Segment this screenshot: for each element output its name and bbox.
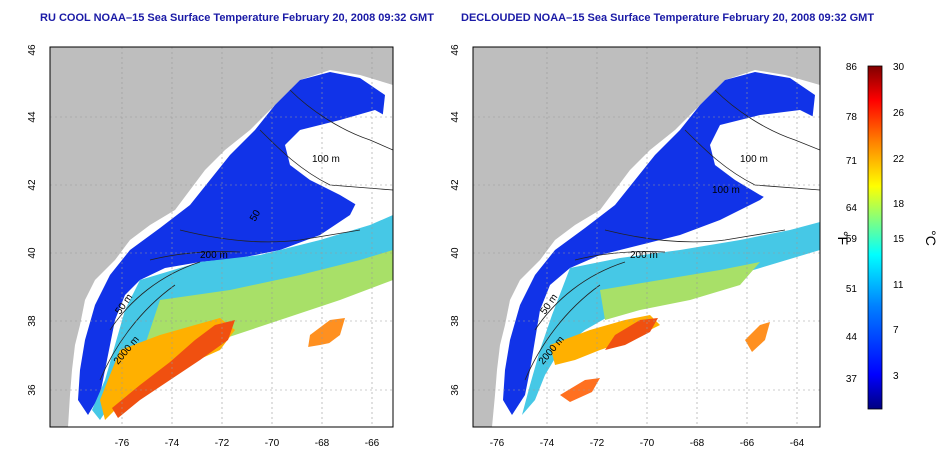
y-axis-ticks: 36 38 40 42 44 46 bbox=[450, 44, 461, 396]
celsius-unit: °C bbox=[923, 230, 939, 246]
celsius-labels: 30 26 22 18 15 11 7 3 bbox=[893, 62, 905, 382]
contour-label-100m: 100 m bbox=[740, 154, 768, 165]
f-label: 59 bbox=[846, 234, 858, 245]
x-tick: -68 bbox=[690, 438, 705, 449]
colorbar-gradient bbox=[867, 65, 883, 410]
graticule bbox=[473, 47, 820, 427]
c-label: 15 bbox=[893, 234, 905, 245]
warm-eddy bbox=[745, 322, 770, 352]
fahrenheit-labels: 86 78 71 64 59 51 44 37 bbox=[846, 62, 858, 385]
graticule bbox=[50, 47, 393, 427]
right-map: 100 m 200 m 50 m 2000 m 100 m -76 -74 -7… bbox=[450, 44, 821, 449]
f-label: 78 bbox=[846, 112, 858, 123]
c-label: 3 bbox=[893, 371, 899, 382]
c-label: 30 bbox=[893, 62, 905, 73]
land-mass bbox=[473, 47, 820, 427]
y-tick: 46 bbox=[450, 44, 461, 56]
c-label: 18 bbox=[893, 199, 905, 210]
colorbar: 86 78 71 64 59 51 44 37 30 26 22 18 15 1… bbox=[835, 62, 939, 410]
y-tick: 36 bbox=[450, 384, 461, 396]
left-map: 100 m 200 m 50 m 2000 m 50 -76 -74 -72 -… bbox=[27, 44, 394, 449]
c-label: 7 bbox=[893, 325, 899, 336]
fahrenheit-unit: °F bbox=[835, 231, 851, 245]
bathymetry-contours bbox=[99, 89, 393, 381]
x-tick: -64 bbox=[790, 438, 805, 449]
cloud-area bbox=[710, 110, 820, 210]
f-label: 71 bbox=[846, 156, 858, 167]
x-tick: -66 bbox=[365, 438, 380, 449]
x-tick: -66 bbox=[740, 438, 755, 449]
y-tick: 42 bbox=[450, 179, 461, 191]
y-tick: 38 bbox=[27, 315, 38, 327]
gulf-stream-core bbox=[112, 320, 235, 418]
f-label: 37 bbox=[846, 374, 858, 385]
cloud-area-south bbox=[150, 330, 393, 427]
f-label: 86 bbox=[846, 62, 858, 73]
x-axis-ticks: -76 -74 -72 -70 -68 -66 -64 bbox=[490, 438, 805, 449]
y-tick: 44 bbox=[450, 111, 461, 123]
contour-label-200m: 200 m bbox=[630, 250, 658, 261]
contour-label-200m: 200 m bbox=[200, 250, 228, 261]
gulf-stream-core bbox=[605, 318, 658, 350]
x-tick: -72 bbox=[590, 438, 605, 449]
right-map-title: DECLOUDED NOAA–15 Sea Surface Temperatur… bbox=[461, 12, 875, 24]
land-mass bbox=[50, 47, 393, 427]
x-tick: -76 bbox=[115, 438, 130, 449]
contour-label-100m: 100 m bbox=[312, 154, 340, 165]
f-label: 64 bbox=[846, 203, 858, 214]
c-label: 11 bbox=[893, 280, 904, 291]
f-label: 51 bbox=[846, 284, 858, 295]
c-label: 26 bbox=[893, 108, 905, 119]
bathymetry-contours bbox=[524, 89, 820, 381]
warm-eddy bbox=[308, 318, 345, 350]
x-tick: -72 bbox=[215, 438, 230, 449]
y-tick: 42 bbox=[27, 179, 38, 191]
y-tick: 40 bbox=[450, 247, 461, 259]
green-water-region bbox=[600, 262, 760, 320]
mid-water-region bbox=[92, 215, 393, 420]
x-axis-ticks: -76 -74 -72 -70 -68 -66 bbox=[115, 438, 380, 449]
y-axis-ticks: 36 38 40 42 44 46 bbox=[27, 44, 38, 396]
y-tick: 46 bbox=[27, 44, 38, 56]
c-label: 22 bbox=[893, 154, 905, 165]
y-tick: 44 bbox=[27, 111, 38, 123]
x-tick: -74 bbox=[165, 438, 180, 449]
left-map-title: RU COOL NOAA–15 Sea Surface Temperature … bbox=[40, 12, 434, 24]
contour-label-100m: 100 m bbox=[712, 185, 740, 196]
contour-label-50: 50 bbox=[248, 208, 263, 224]
x-tick: -68 bbox=[315, 438, 330, 449]
y-tick: 38 bbox=[450, 315, 461, 327]
y-tick: 40 bbox=[27, 247, 38, 259]
y-tick: 36 bbox=[27, 384, 38, 396]
x-tick: -76 bbox=[490, 438, 505, 449]
x-tick: -74 bbox=[540, 438, 555, 449]
f-label: 44 bbox=[846, 332, 858, 343]
x-tick: -70 bbox=[640, 438, 655, 449]
x-tick: -70 bbox=[265, 438, 280, 449]
